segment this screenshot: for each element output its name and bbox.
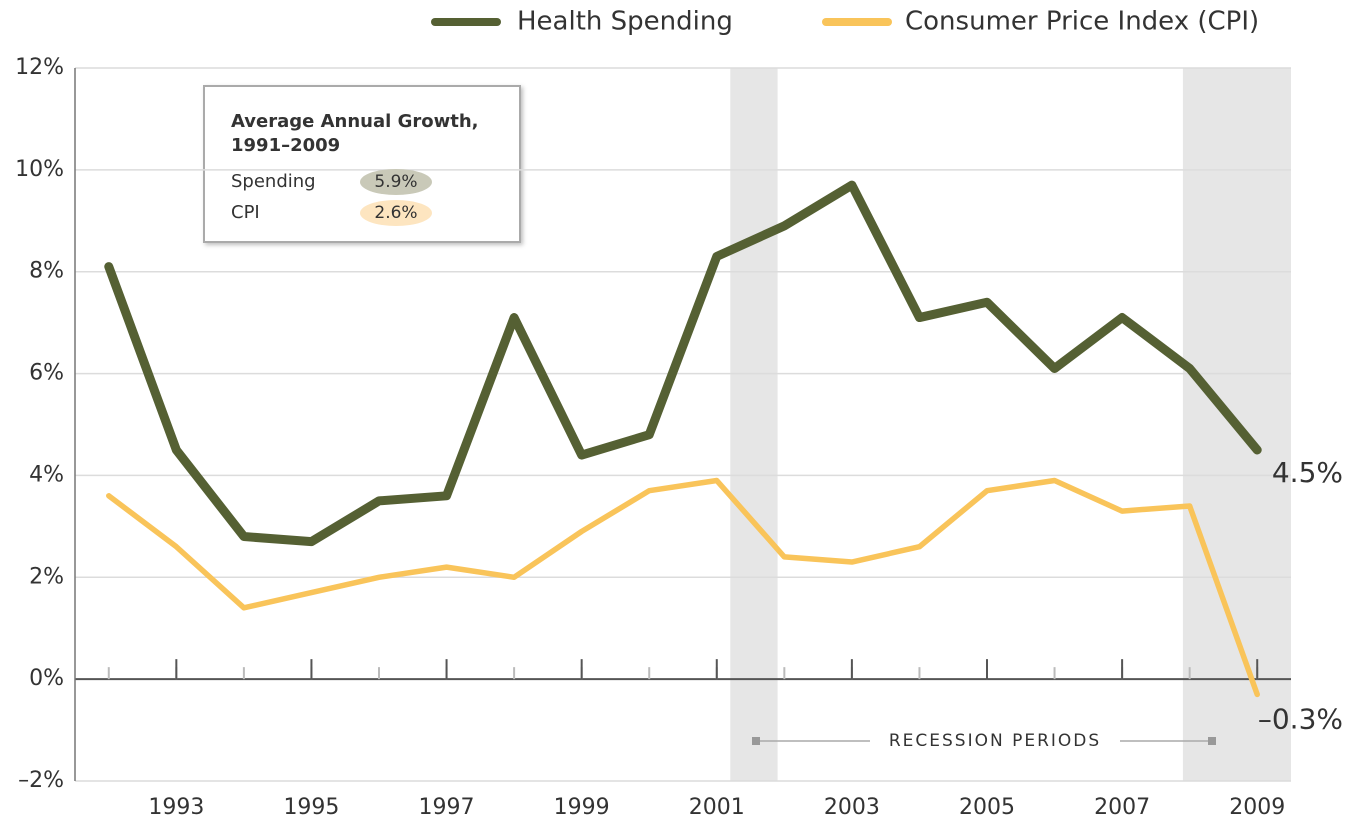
recession-band [730, 68, 778, 781]
y-tick-label: 12% [15, 55, 64, 80]
inset-title: 1991–2009 [231, 135, 340, 156]
series-line [106, 477, 1260, 698]
series-line [104, 180, 1262, 547]
x-tick-label: 2007 [1094, 795, 1150, 820]
y-tick-label: 2% [29, 564, 64, 589]
inset-pill [360, 200, 432, 226]
inset-item-label: Spending [231, 171, 316, 192]
inset-title: Average Annual Growth, [231, 111, 478, 132]
x-tick-label: 1995 [283, 795, 339, 820]
inset-pill [360, 169, 432, 195]
y-tick-label: 6% [29, 361, 64, 386]
legend-label: Health Spending [517, 7, 733, 37]
y-tick-label: 0% [29, 666, 64, 691]
x-tick-label: 2001 [689, 795, 745, 820]
x-tick-label: 1993 [148, 795, 204, 820]
legend-label: Consumer Price Index (CPI) [905, 7, 1259, 37]
x-tick-label: 2003 [824, 795, 880, 820]
end-value-label: 4.5% [1272, 456, 1343, 489]
inset-item-label: CPI [231, 202, 260, 223]
y-tick-label: –2% [18, 768, 64, 793]
y-tick-label: 10% [15, 157, 64, 182]
y-tick-label: 8% [29, 259, 64, 284]
inset-item-value: 5.9% [374, 172, 417, 192]
inset-item-value: 2.6% [374, 203, 417, 223]
x-tick-label: 1999 [554, 795, 610, 820]
y-tick-label: 4% [29, 462, 64, 487]
x-tick-label: 2009 [1229, 795, 1285, 820]
recession-label: RECESSION PERIODS [889, 731, 1101, 751]
x-tick-label: 2005 [959, 795, 1015, 820]
recession-marker [752, 737, 760, 745]
end-value-label: –0.3% [1258, 702, 1343, 735]
x-tick-label: 1997 [419, 795, 475, 820]
recession-marker [1208, 737, 1216, 745]
